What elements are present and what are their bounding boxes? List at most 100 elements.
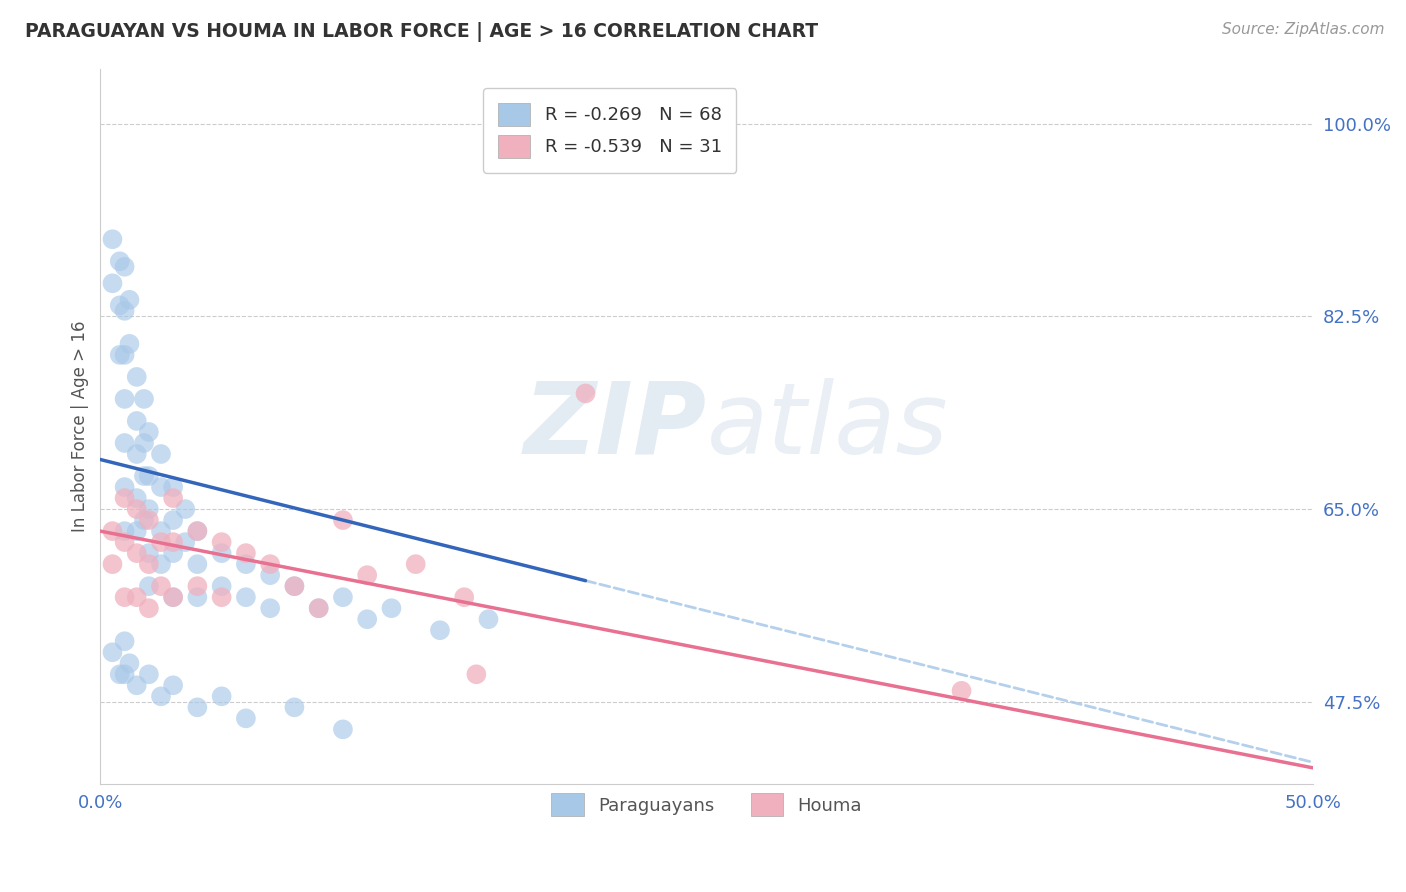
Point xyxy=(465,667,488,681)
Point xyxy=(150,447,173,461)
Text: PARAGUAYAN VS HOUMA IN LABOR FORCE | AGE > 16 CORRELATION CHART: PARAGUAYAN VS HOUMA IN LABOR FORCE | AGE… xyxy=(25,22,818,42)
Point xyxy=(132,469,155,483)
Point xyxy=(356,612,378,626)
Point xyxy=(186,557,208,571)
Point xyxy=(150,480,173,494)
Point xyxy=(259,557,281,571)
Point xyxy=(162,535,184,549)
Point xyxy=(211,535,233,549)
Point xyxy=(259,601,281,615)
Point xyxy=(114,524,136,538)
Point xyxy=(125,678,148,692)
Point xyxy=(114,667,136,681)
Point xyxy=(162,480,184,494)
Point xyxy=(101,524,124,538)
Point xyxy=(125,370,148,384)
Point xyxy=(114,260,136,274)
Point xyxy=(174,535,197,549)
Point xyxy=(114,348,136,362)
Point xyxy=(332,590,354,604)
Point xyxy=(101,645,124,659)
Point xyxy=(150,535,173,549)
Point xyxy=(114,436,136,450)
Point xyxy=(308,601,330,615)
Point xyxy=(114,480,136,494)
Point xyxy=(477,612,499,626)
Point xyxy=(235,590,257,604)
Point xyxy=(101,232,124,246)
Point xyxy=(114,303,136,318)
Point xyxy=(138,546,160,560)
Point xyxy=(125,502,148,516)
Point xyxy=(332,513,354,527)
Point xyxy=(162,678,184,692)
Point xyxy=(138,557,160,571)
Point xyxy=(125,414,148,428)
Point xyxy=(138,425,160,439)
Point xyxy=(150,690,173,704)
Y-axis label: In Labor Force | Age > 16: In Labor Force | Age > 16 xyxy=(72,321,89,533)
Point xyxy=(108,348,131,362)
Point xyxy=(101,557,124,571)
Point xyxy=(114,590,136,604)
Point xyxy=(259,568,281,582)
Point xyxy=(235,711,257,725)
Point xyxy=(108,667,131,681)
Point xyxy=(186,590,208,604)
Point xyxy=(108,254,131,268)
Point xyxy=(138,667,160,681)
Point xyxy=(118,293,141,307)
Point xyxy=(380,601,402,615)
Point xyxy=(108,298,131,312)
Point xyxy=(283,579,305,593)
Point xyxy=(211,579,233,593)
Point xyxy=(132,513,155,527)
Point xyxy=(950,683,973,698)
Point xyxy=(332,723,354,737)
Point xyxy=(211,590,233,604)
Point xyxy=(429,624,451,638)
Point xyxy=(162,590,184,604)
Point xyxy=(453,590,475,604)
Point xyxy=(186,579,208,593)
Point xyxy=(132,392,155,406)
Point xyxy=(150,557,173,571)
Point xyxy=(211,690,233,704)
Point xyxy=(138,579,160,593)
Point xyxy=(211,546,233,560)
Point xyxy=(283,579,305,593)
Point xyxy=(138,502,160,516)
Point xyxy=(162,590,184,604)
Point xyxy=(150,579,173,593)
Point xyxy=(125,491,148,505)
Text: Source: ZipAtlas.com: Source: ZipAtlas.com xyxy=(1222,22,1385,37)
Point xyxy=(114,392,136,406)
Point xyxy=(162,513,184,527)
Point xyxy=(125,590,148,604)
Point xyxy=(162,491,184,505)
Point xyxy=(405,557,427,571)
Point xyxy=(101,277,124,291)
Point xyxy=(235,546,257,560)
Point xyxy=(125,546,148,560)
Point xyxy=(138,601,160,615)
Point xyxy=(118,337,141,351)
Point xyxy=(283,700,305,714)
Point xyxy=(235,557,257,571)
Point xyxy=(186,700,208,714)
Point xyxy=(114,634,136,648)
Point xyxy=(174,502,197,516)
Point xyxy=(118,657,141,671)
Point xyxy=(114,491,136,505)
Point xyxy=(162,546,184,560)
Point xyxy=(186,524,208,538)
Point xyxy=(132,436,155,450)
Point xyxy=(125,447,148,461)
Point xyxy=(574,386,596,401)
Point xyxy=(138,513,160,527)
Text: atlas: atlas xyxy=(707,378,949,475)
Point xyxy=(114,535,136,549)
Point xyxy=(138,469,160,483)
Point xyxy=(356,568,378,582)
Legend: Paraguayans, Houma: Paraguayans, Houma xyxy=(543,784,872,825)
